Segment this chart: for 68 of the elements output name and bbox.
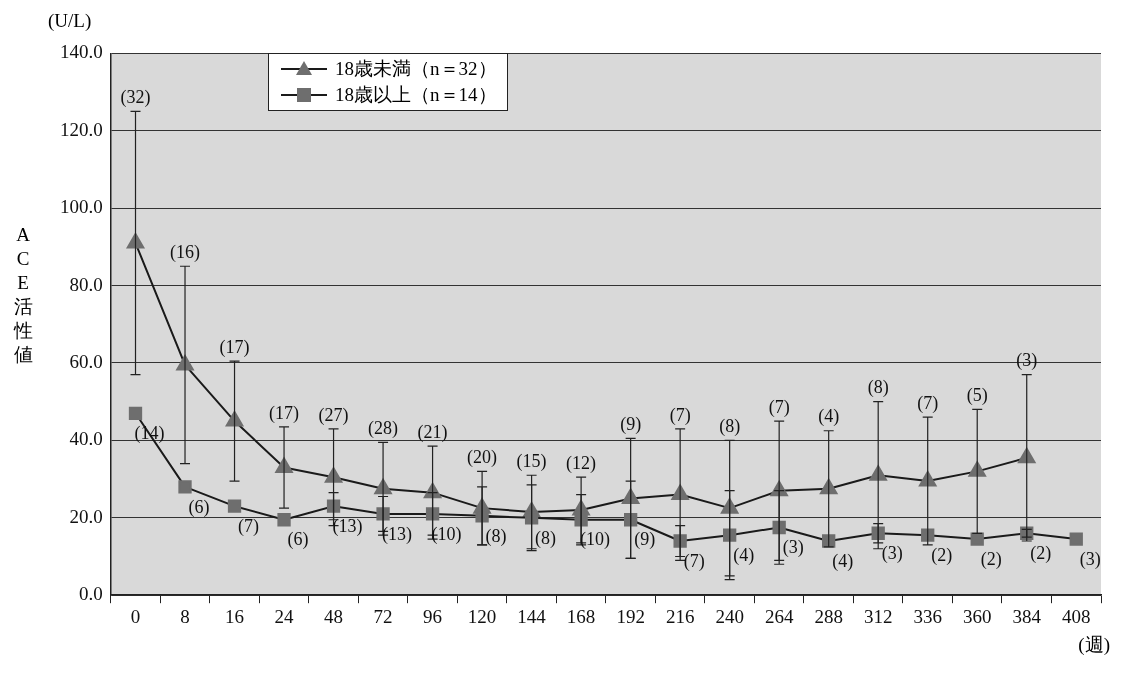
annotation: (15) xyxy=(516,450,547,472)
annotation: (9) xyxy=(634,529,656,551)
x-tick-label: 216 xyxy=(665,605,695,627)
annotation: (9) xyxy=(620,414,642,436)
annotation: (2) xyxy=(980,548,1002,570)
legend-label: 18歳未満（n＝32） xyxy=(335,57,497,81)
annotation: (5) xyxy=(966,385,988,407)
x-tick-label: 16 xyxy=(225,605,245,627)
x-tick-label: 408 xyxy=(1061,605,1091,627)
annotation: (8) xyxy=(719,416,741,438)
x-tick-label: 96 xyxy=(423,605,443,627)
x-tick-label: 240 xyxy=(715,605,744,627)
y-tick-label: 140.0 xyxy=(60,41,103,63)
y-tick-label: 100.0 xyxy=(60,196,103,218)
x-tick-label: 168 xyxy=(566,605,596,627)
y-tick-label: 60.0 xyxy=(69,350,103,372)
annotation: (3) xyxy=(1079,548,1101,570)
y-tick-label: 120.0 xyxy=(60,118,103,140)
annotation: (6) xyxy=(188,496,210,518)
annotation: (28) xyxy=(368,418,399,440)
annotation: (4) xyxy=(733,544,755,566)
x-tick-label: 24 xyxy=(274,605,295,627)
x-tick-label: 192 xyxy=(616,605,645,627)
annotation: (8) xyxy=(485,525,507,547)
annotation: (7) xyxy=(669,404,691,426)
annotation: (8) xyxy=(867,377,889,399)
annotation: (7) xyxy=(683,550,705,572)
annotation: (4) xyxy=(818,406,840,428)
y-tick-label: 40.0 xyxy=(69,428,103,450)
annotation: (3) xyxy=(881,543,903,565)
annotation: (6) xyxy=(287,529,309,551)
annotation: (4) xyxy=(832,550,854,572)
annotation: (32) xyxy=(120,87,151,109)
annotation: (7) xyxy=(238,515,260,537)
annotation: (12) xyxy=(566,452,597,474)
annotation: (17) xyxy=(269,402,300,424)
x-axis-title: (週) xyxy=(1078,633,1110,657)
x-tick-label: 72 xyxy=(373,605,393,627)
x-tick-label: 336 xyxy=(913,605,942,627)
annotation: (21) xyxy=(417,421,448,443)
annotation: (2) xyxy=(931,544,953,566)
y-tick-label: 80.0 xyxy=(69,273,103,295)
annotation: (7) xyxy=(917,392,939,414)
x-tick-label: 360 xyxy=(962,605,992,627)
y-axis-title: ACE活性値 xyxy=(12,223,34,367)
text: (U/L) xyxy=(48,10,92,32)
annotation: (16) xyxy=(170,241,201,263)
x-tick-label: 48 xyxy=(324,605,344,627)
annotation: (3) xyxy=(782,537,804,559)
y-tick-label: 20.0 xyxy=(69,505,103,527)
y-tick-label: 0.0 xyxy=(79,583,103,605)
annotation: (27) xyxy=(318,404,349,426)
x-tick-label: 8 xyxy=(180,605,190,627)
x-tick-label: 144 xyxy=(517,605,547,627)
annotation: (13) xyxy=(332,515,363,537)
annotation: (17) xyxy=(219,336,250,358)
annotation: (20) xyxy=(467,447,498,469)
annotation: (13) xyxy=(382,523,413,545)
annotation: (2) xyxy=(1030,543,1052,565)
x-tick-label: 0 xyxy=(130,605,141,627)
x-tick-label: 384 xyxy=(1012,605,1042,627)
x-tick-label: 264 xyxy=(764,605,794,627)
x-tick-label: 312 xyxy=(863,605,893,627)
legend-label: 18歳以上（n＝14） xyxy=(335,83,497,107)
annotation: (7) xyxy=(768,396,790,418)
x-tick-label: 120 xyxy=(467,605,497,627)
x-tick-label: 288 xyxy=(814,605,843,627)
annotation: (8) xyxy=(535,527,557,549)
